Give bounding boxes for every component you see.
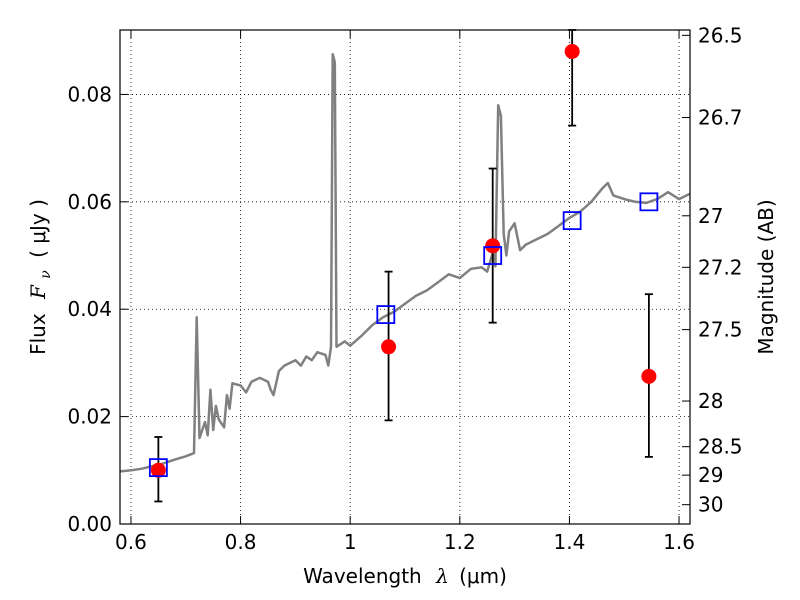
x-tick-label: 1 xyxy=(344,530,357,554)
red-circle-marker xyxy=(564,43,580,59)
x-tick-label: 1.6 xyxy=(663,530,695,554)
errorbars xyxy=(154,29,653,503)
magnitude-tick-labels: 26.5 26.7 27 27.2 27.5 28 28.5 29 30 xyxy=(698,23,743,516)
red-circle-marker xyxy=(641,368,657,384)
x-axis-label: Wavelength λ (μm) xyxy=(303,564,507,588)
y-tick-label: 0.04 xyxy=(67,297,112,321)
x-tick-label: 1.2 xyxy=(444,530,476,554)
red-circle-marker xyxy=(381,339,397,355)
spectrum-path xyxy=(119,52,691,473)
magnitude-tick-label: 26.5 xyxy=(698,23,743,47)
y-tick-label: 0.06 xyxy=(67,190,112,214)
magnitude-tick-label: 28.5 xyxy=(698,435,743,459)
y-axis-label-right: Magnitude (AB) xyxy=(754,199,778,354)
plot-frame xyxy=(119,29,691,525)
red-circle-marker xyxy=(485,238,501,254)
blue-square-marker xyxy=(639,192,659,212)
blue-square-markers xyxy=(148,192,659,478)
magnitude-tick-label: 28 xyxy=(698,389,723,413)
blue-square-marker xyxy=(483,246,503,265)
tick-marks xyxy=(120,30,690,525)
y-tick-label: 0.02 xyxy=(67,405,112,429)
blue-square-marker xyxy=(562,211,582,231)
magnitude-tick-label: 27.2 xyxy=(698,255,743,279)
magnitude-tick-label: 27.5 xyxy=(698,318,743,342)
x-tick-label: 1.4 xyxy=(554,530,586,554)
spectrum-line xyxy=(119,52,691,473)
magnitude-tick-label: 27 xyxy=(698,204,723,228)
x-tick-label: 0.6 xyxy=(115,530,147,554)
y-tick-label: 0.00 xyxy=(67,512,112,536)
blue-square-marker xyxy=(376,305,396,324)
red-circle-marker xyxy=(150,462,166,478)
grid-lines xyxy=(120,30,690,525)
magnitude-tick-label: 30 xyxy=(698,493,723,517)
x-tick-labels: 0.6 0.8 1 1.2 1.4 1.6 xyxy=(115,530,695,554)
magnitude-tick-label: 29 xyxy=(698,463,723,487)
y-tick-label: 0.08 xyxy=(67,82,112,106)
y-tick-labels: 0.00 0.02 0.04 0.06 0.08 xyxy=(67,82,112,536)
red-circle-markers xyxy=(150,43,657,478)
y-axis-label-left: Flux F ν ( μJy ) xyxy=(26,199,55,355)
x-tick-label: 0.8 xyxy=(225,530,257,554)
magnitude-tick-label: 26.7 xyxy=(698,106,743,130)
blue-square-marker xyxy=(148,458,168,478)
